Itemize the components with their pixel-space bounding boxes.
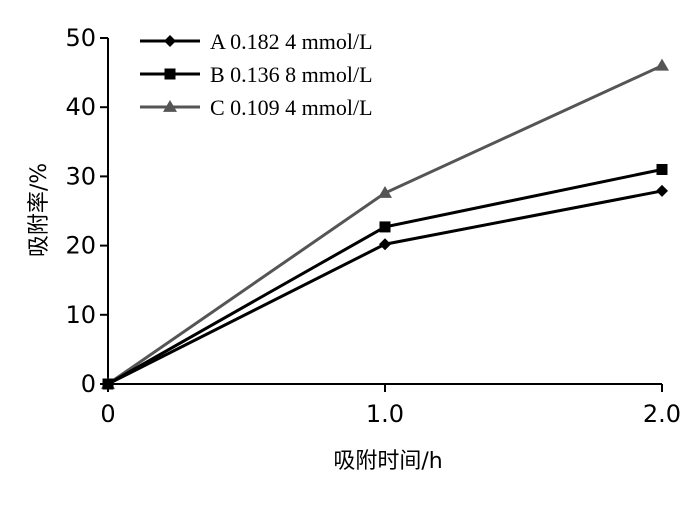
data-point <box>655 58 669 71</box>
legend-marker <box>164 68 176 80</box>
data-point <box>378 186 392 198</box>
legend-label: C 0.109 4 mmol/L <box>210 95 373 120</box>
legend: A 0.182 4 mmol/L B 0.136 8 mmol/L C 0.109 … <box>140 29 373 120</box>
series-layer <box>101 58 669 390</box>
data-point <box>379 221 391 233</box>
data-point <box>379 238 391 251</box>
series-diamond <box>102 184 668 390</box>
legend-item: C 0.109 4 mmol/L <box>140 95 373 120</box>
series-line <box>107 168 663 386</box>
legend-marker <box>163 100 177 112</box>
data-point <box>656 163 668 175</box>
x-tick-label: 1.0 <box>366 400 404 428</box>
axes: 0 10 20 30 40 50 0 1.0 2.0 <box>65 24 681 428</box>
y-tick-label: 20 <box>65 232 96 260</box>
y-tick-label: 30 <box>65 162 96 190</box>
x-tick-label: 0 <box>100 400 115 428</box>
y-tick-label: 0 <box>81 370 96 398</box>
y-tick-label: 10 <box>65 301 96 329</box>
legend-item: B 0.136 8 mmol/L <box>140 62 373 87</box>
data-point <box>102 378 114 390</box>
legend-label: B 0.136 8 mmol/L <box>210 62 373 87</box>
legend-marker <box>164 35 176 47</box>
data-point <box>656 184 668 197</box>
series-line <box>107 189 663 386</box>
y-tick-label: 50 <box>65 24 96 52</box>
x-axis-title: 吸附时间/h <box>333 449 442 474</box>
legend-label: A 0.182 4 mmol/L <box>210 29 373 54</box>
y-axis-title: 吸附率/% <box>27 163 52 257</box>
legend-item: A 0.182 4 mmol/L <box>140 29 373 54</box>
x-tick-label: 2.0 <box>643 400 681 428</box>
y-tick-label: 40 <box>65 93 96 121</box>
